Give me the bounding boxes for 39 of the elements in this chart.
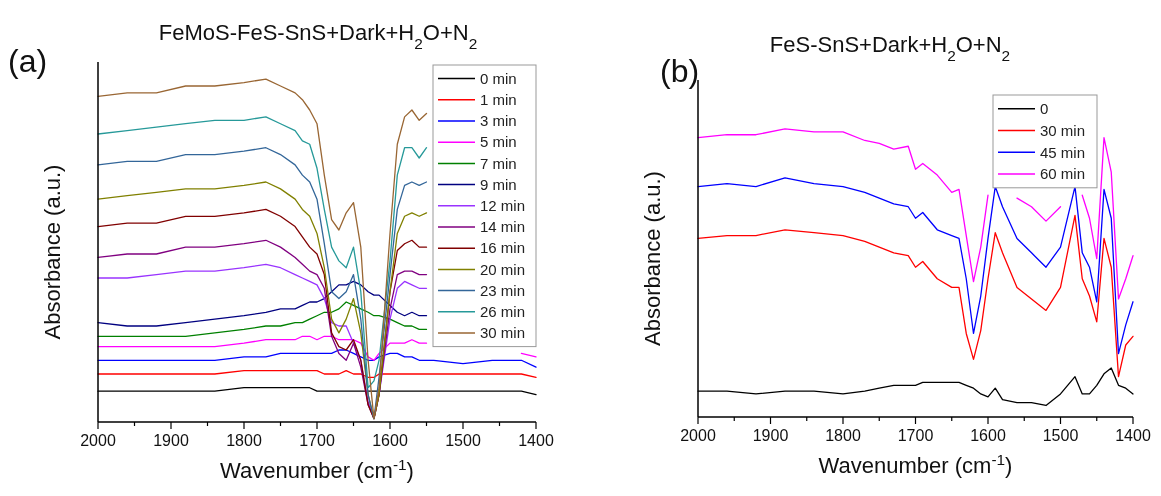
legend-label: 23 min (480, 281, 526, 299)
legend-label: 3 min (480, 112, 517, 130)
chart-title: FeMoS-FeS-SnS+Dark+H$_{2}$O+N$_{2}$ (158, 20, 478, 52)
legend-label: 0 min (480, 69, 517, 87)
legend-label: 26 min (480, 303, 526, 321)
x-tick-label: 1500 (445, 432, 481, 449)
legend-label: 7 min (480, 154, 517, 172)
legend-label: 60 min (1040, 165, 1086, 183)
x-tick-label: 1800 (226, 432, 262, 449)
x-tick-label: 2000 (680, 427, 716, 444)
x-tick-label: 2000 (80, 432, 116, 449)
legend-label: 12 min (480, 197, 526, 215)
legend-label: 16 min (480, 239, 526, 257)
legend-label: 14 min (480, 218, 526, 236)
x-tick-label: 1700 (897, 427, 934, 444)
legend-label: 30 min (1040, 121, 1086, 139)
text: (b) (660, 53, 700, 89)
x-tick-label: 1400 (1115, 427, 1151, 444)
x-tick-label: 1900 (153, 432, 189, 449)
x-tick-label: 1600 (372, 432, 408, 449)
legend-label: 45 min (1040, 143, 1086, 161)
x-tick-label: 1900 (752, 427, 789, 444)
x-axis-title: Wavenumber (cm$^{-1}$) (220, 455, 414, 483)
legend-label: 20 min (480, 260, 526, 278)
legend-label: 1 min (480, 91, 517, 109)
x-tick-label: 1800 (825, 427, 861, 444)
x-tick-label: 1600 (970, 427, 1006, 444)
x-axis-title: Wavenumber (cm$^{-1}$) (818, 450, 1013, 478)
chart-title: FeS-SnS+Dark+H$_{2}$O+N$_{2}$ (769, 32, 1011, 64)
legend-label: 9 min (480, 175, 517, 193)
x-tick-label: 1500 (1042, 427, 1079, 444)
y-axis-title: Absorbance (a.u.) (40, 164, 65, 340)
text: (a) (8, 43, 48, 79)
legend-label: 30 min (480, 324, 526, 342)
legend-label: 5 min (480, 133, 517, 151)
legend-label: 0 (1040, 100, 1049, 118)
y-axis-title: Absorbance (a.u.) (640, 171, 665, 346)
x-tick-label: 1700 (299, 432, 335, 449)
x-tick-label: 1400 (518, 432, 554, 449)
